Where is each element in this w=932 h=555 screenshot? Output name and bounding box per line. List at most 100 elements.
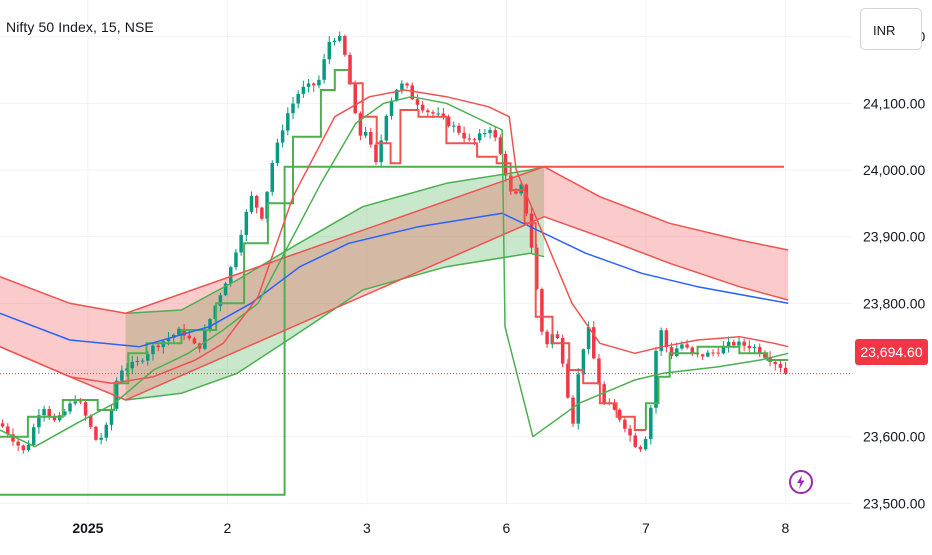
y-tick-label: 23,500.00 [863, 495, 925, 511]
candle-body [426, 110, 430, 113]
candle-body [94, 426, 98, 440]
candle-body [503, 153, 508, 176]
candle-body [592, 327, 596, 359]
candle-body [203, 330, 207, 349]
candle-body [586, 327, 591, 350]
candle-body [747, 345, 752, 349]
candle-body [26, 444, 31, 451]
candle-body [405, 83, 409, 86]
candle-body [291, 103, 295, 114]
candle-body [514, 191, 518, 194]
candle-body [286, 113, 290, 131]
candle-body [218, 295, 223, 306]
moving-average-line [0, 212, 789, 348]
candle-body [654, 350, 658, 408]
candle-body [726, 342, 731, 347]
candle-body [78, 401, 83, 403]
candle-body [275, 142, 280, 164]
candle-body [280, 130, 285, 143]
candle-body [317, 79, 321, 86]
band-line [0, 215, 789, 401]
candle-body [332, 40, 337, 43]
candle-body [296, 93, 300, 104]
candle-body [21, 445, 26, 451]
candle-body [566, 363, 570, 398]
candle-body [649, 407, 653, 439]
candle-body [555, 334, 560, 339]
x-tick-label: 2 [224, 520, 232, 536]
candle-body [400, 83, 404, 90]
candle-body [306, 83, 311, 87]
candle-body [420, 104, 425, 111]
candle-body [757, 346, 762, 354]
y-tick-label: 24,100.00 [863, 95, 925, 111]
candle-body [773, 361, 778, 365]
candle-body [31, 427, 36, 445]
candle-body [617, 409, 622, 420]
candle-body [187, 335, 192, 339]
candle-body [182, 328, 186, 336]
candle-body [763, 353, 767, 358]
y-tick-label: 24,000.00 [863, 162, 925, 178]
candle-body [778, 364, 783, 368]
candle-body [394, 89, 399, 101]
candle-body [581, 349, 586, 375]
candle-body [685, 344, 689, 348]
candle-body [431, 112, 435, 114]
candle-body [452, 125, 456, 127]
x-tick-label: 2025 [72, 520, 103, 536]
candle-body [229, 267, 233, 284]
candle-body [441, 113, 446, 117]
band-line [125, 252, 545, 401]
candle-body [311, 83, 316, 86]
candle-body [674, 348, 679, 357]
candle-body [742, 341, 746, 346]
lightning-icon[interactable] [789, 470, 813, 494]
x-tick-label: 3 [363, 520, 371, 536]
candle-body [462, 132, 466, 139]
candle-body [151, 345, 155, 355]
candle-body [146, 354, 150, 361]
candle-body [244, 211, 249, 235]
candle-body [234, 252, 238, 268]
candle-body [576, 374, 580, 424]
candle-body [623, 419, 627, 429]
candle-body [6, 426, 10, 435]
candle-body [540, 289, 544, 332]
candle-body [11, 434, 15, 442]
candle-body [322, 59, 326, 80]
candle-body [52, 416, 57, 421]
candle-body [120, 370, 124, 381]
candle-body [68, 403, 72, 412]
candle-body [737, 341, 741, 346]
candle-body [628, 428, 632, 436]
candle-body [63, 411, 67, 416]
step-line [0, 69, 349, 438]
candle-body [643, 438, 648, 450]
candle-body [659, 330, 663, 351]
candle-body [369, 132, 373, 145]
red-band-fill [0, 166, 789, 400]
candle-body [192, 338, 197, 344]
candle-body [389, 100, 394, 116]
candle-body [571, 397, 575, 424]
x-tick-label: 6 [503, 520, 511, 536]
candle-body [363, 132, 368, 136]
candle-body [711, 352, 715, 354]
currency-selector[interactable]: INR [860, 8, 922, 50]
candle-body [560, 338, 565, 364]
candle-body [700, 354, 705, 357]
candle-body [358, 113, 363, 136]
candle-body [327, 42, 332, 60]
candle-body [260, 207, 264, 219]
candle-body [467, 138, 472, 140]
candle-body [529, 213, 534, 248]
candle-body [301, 86, 306, 94]
band-line [125, 165, 545, 315]
candle-body [446, 116, 451, 127]
candle-body [752, 346, 757, 349]
candle-body [223, 283, 228, 296]
band-line [0, 95, 789, 448]
candle-body [384, 115, 389, 141]
